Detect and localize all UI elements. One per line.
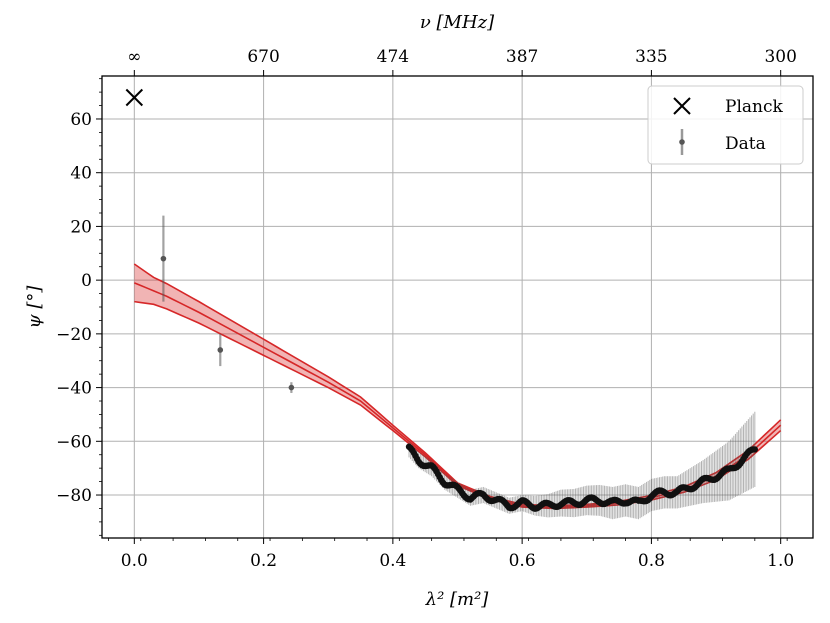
top-tick-label: ∞ bbox=[127, 47, 141, 67]
data-point bbox=[288, 384, 295, 391]
model-band-fill bbox=[134, 264, 781, 509]
x-tick-label: 0.4 bbox=[379, 551, 406, 571]
x-tick-label: 0.2 bbox=[250, 551, 277, 571]
y-tick-label: 0 bbox=[81, 271, 92, 291]
legend-label-planck: Planck bbox=[725, 97, 783, 117]
model-band-layer bbox=[133, 263, 782, 510]
top-tick-label: 670 bbox=[247, 47, 279, 67]
top-tick-label: 300 bbox=[764, 47, 796, 67]
y-tick-label: −80 bbox=[56, 486, 92, 506]
data-points-layer bbox=[125, 88, 759, 520]
y-tick-label: −60 bbox=[56, 432, 92, 452]
top-tick-label: 474 bbox=[377, 47, 409, 67]
legend: Planck Data bbox=[647, 85, 804, 165]
top-axis-title: ν [MHz] bbox=[420, 12, 495, 33]
x-tick-label: 1.0 bbox=[767, 551, 794, 571]
y-tick-label: −40 bbox=[56, 379, 92, 399]
data-point bbox=[751, 446, 759, 453]
legend-box bbox=[647, 85, 804, 165]
y-axis-title: ψ [°] bbox=[24, 285, 45, 329]
y-tick-label: 40 bbox=[70, 164, 92, 184]
y-tick-label: −20 bbox=[56, 325, 92, 345]
y-tick-label: 20 bbox=[70, 217, 92, 237]
planck-marker-stroke bbox=[125, 88, 144, 107]
planck-marker bbox=[125, 88, 144, 107]
data-point bbox=[160, 255, 167, 262]
top-tick-label: 387 bbox=[506, 47, 538, 67]
model-band-upper bbox=[133, 263, 782, 507]
data-point bbox=[217, 347, 224, 353]
x-tick-label: 0.8 bbox=[638, 551, 665, 571]
x-tick-label: 0.0 bbox=[121, 551, 148, 571]
top-tick-label: 335 bbox=[635, 47, 667, 67]
x-axis-title: λ² [m²] bbox=[425, 589, 490, 610]
legend-label-data: Data bbox=[725, 134, 766, 154]
legend-data-marker-icon bbox=[679, 129, 685, 155]
x-tick-label: 0.6 bbox=[509, 551, 536, 571]
y-tick-label: 60 bbox=[70, 110, 92, 130]
tick-labels: 0.0 0.2 0.4 0.6 0.8 1.0 ∞ 670 474 387 335 300 60 40 20… bbox=[56, 47, 797, 571]
axis-ticks bbox=[96, 70, 788, 544]
legend-planck-marker-icon bbox=[673, 97, 691, 115]
